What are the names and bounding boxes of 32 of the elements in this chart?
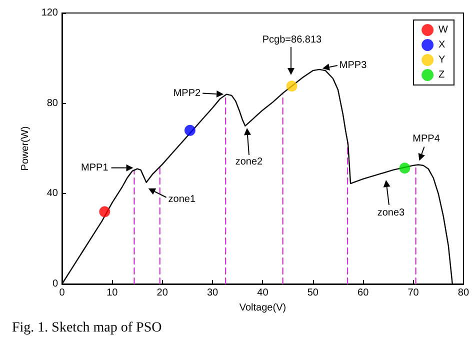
y-tick-label: 0 [52, 278, 58, 290]
point [99, 206, 110, 218]
y-tick-label: 80 [46, 98, 58, 109]
x-tick-label: 30 [206, 288, 219, 298]
y-tick-label: 120 [41, 8, 58, 18]
legend-label: X [438, 40, 446, 50]
x-tick-label: 10 [106, 288, 118, 298]
annotation: Pcgb=86.813 [262, 34, 322, 46]
x-tick-label: 80 [458, 288, 470, 298]
caption: Fig. 1. Sketch map of PSO [12, 320, 162, 336]
annotation: MPP3 [339, 60, 368, 71]
point [184, 124, 196, 136]
y-tick-label: 40 [46, 188, 58, 200]
annotation: MPP2 [173, 88, 202, 99]
legend-label: Y [438, 54, 446, 66]
x-tick-label: 50 [307, 288, 319, 298]
y-axis-title: Power(W) [20, 126, 31, 171]
x-axis-title: Voltage(V) [239, 302, 286, 314]
annotation: zone1 [168, 194, 196, 205]
x-tick-label: 70 [408, 288, 420, 298]
x-tick-label: 0 [59, 288, 66, 298]
point [286, 80, 298, 92]
annotation: MPP1 [81, 162, 109, 174]
x-tick-label: 40 [257, 288, 269, 298]
x-tick-label: 20 [156, 288, 168, 298]
legend-label: Z [438, 70, 445, 80]
legend-label: W [438, 24, 449, 36]
annotation: zone3 [377, 208, 406, 218]
x-tick-label: 60 [358, 288, 370, 298]
annotation: zone2 [235, 156, 264, 168]
annotation: MPP4 [412, 133, 440, 144]
point [399, 162, 410, 174]
